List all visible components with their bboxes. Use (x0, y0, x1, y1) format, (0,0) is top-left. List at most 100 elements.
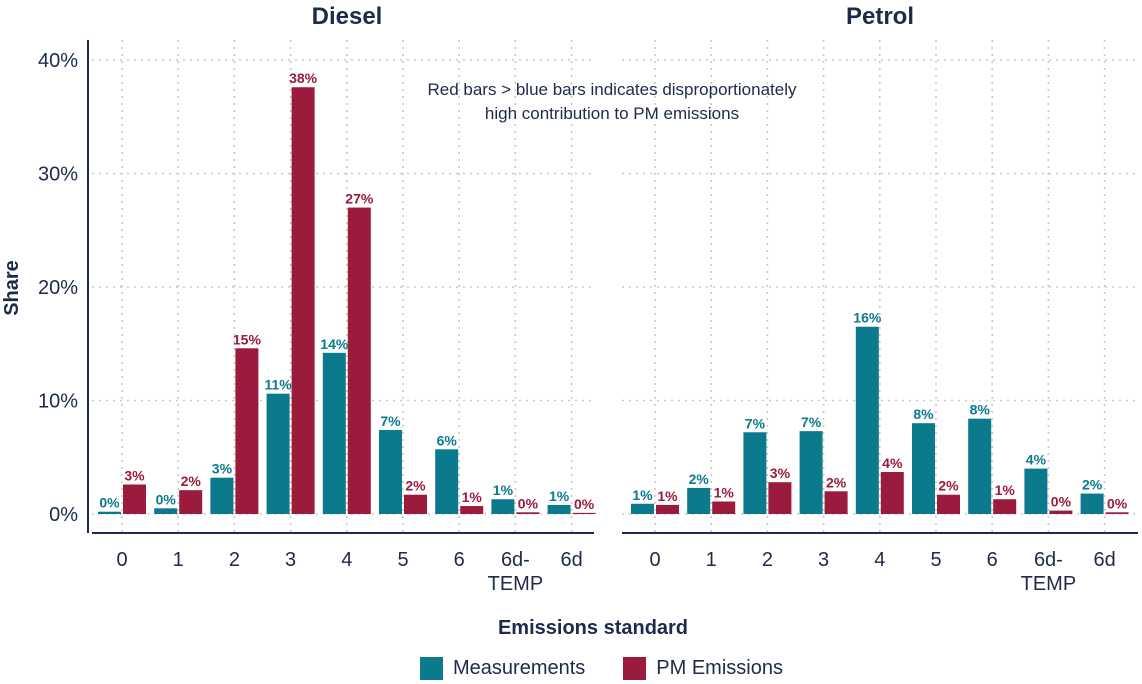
x-tick-label: 0 (116, 549, 127, 571)
data-label: 1% (657, 488, 678, 504)
data-label: 7% (801, 414, 822, 430)
data-label: 2% (405, 478, 426, 494)
bar-diesel-measurements (98, 511, 121, 514)
data-label: 8% (913, 406, 934, 422)
data-label: 2% (181, 473, 202, 489)
bar-diesel-pm-emissions (460, 506, 484, 514)
bar-diesel-measurements (322, 352, 346, 514)
bar-petrol-measurements (799, 431, 823, 514)
y-tick-label: 40% (38, 50, 78, 72)
data-label: 1% (995, 482, 1016, 498)
legend-item-measurements[interactable]: Measurements (420, 656, 586, 680)
bar-diesel-pm-emissions (404, 494, 427, 514)
data-label: 1% (493, 482, 514, 498)
bar-diesel-measurements (547, 504, 571, 514)
bar-diesel-pm-emissions (291, 87, 315, 515)
bar-petrol-pm-emissions (1105, 512, 1129, 514)
bar-petrol-measurements (687, 487, 711, 514)
x-tick-label: 2 (229, 549, 240, 571)
data-label: 1% (462, 489, 483, 505)
bar-diesel-measurements (379, 430, 402, 514)
x-tick-label: 0 (649, 549, 660, 571)
bar-petrol-measurements (968, 418, 992, 514)
data-label: 7% (745, 415, 766, 431)
bar-petrol-pm-emissions (937, 494, 960, 514)
bar-diesel-measurements (154, 508, 178, 514)
data-label: 14% (320, 336, 349, 352)
data-label: 4% (882, 455, 903, 471)
y-tick-label: 10% (38, 391, 78, 413)
x-tick-label: 1 (706, 549, 717, 571)
data-label: 3% (212, 461, 233, 477)
bar-diesel-pm-emissions (347, 207, 371, 515)
y-tick-label: 20% (38, 277, 78, 299)
data-label: 0% (99, 495, 120, 511)
x-tick-label: 6d (560, 549, 582, 571)
bar-petrol-pm-emissions (712, 501, 736, 514)
bar-diesel-pm-emissions (516, 512, 540, 514)
x-tick-label: 1 (173, 549, 184, 571)
bar-diesel-pm-emissions (179, 490, 203, 514)
data-label: 0% (1051, 494, 1072, 510)
legend-swatch-measurements (420, 656, 443, 680)
panel-title-diesel: Diesel (312, 3, 383, 30)
bar-diesel-pm-emissions (123, 484, 146, 514)
x-tick-label: 6d-TEMP (488, 549, 544, 595)
bar-petrol-pm-emissions (993, 499, 1017, 514)
panel-title-petrol: Petrol (846, 3, 914, 30)
x-tick-label: 4 (341, 549, 352, 571)
data-label: 0% (518, 495, 539, 511)
data-label: 2% (826, 474, 847, 490)
data-label: 1% (714, 485, 735, 501)
bar-petrol-measurements (743, 432, 767, 514)
bar-petrol-measurements (1080, 493, 1104, 514)
data-label: 1% (549, 488, 570, 504)
x-axis-title: Emissions standard (498, 617, 688, 639)
legend-label-pm-emissions: PM Emissions (656, 656, 783, 679)
data-label: 27% (345, 191, 374, 207)
bar-diesel-measurements (491, 499, 515, 514)
data-label: 0% (1107, 495, 1128, 511)
bar-petrol-measurements (912, 423, 935, 514)
bar-diesel-pm-emissions (572, 512, 596, 514)
bar-petrol-measurements (855, 326, 879, 514)
data-label: 2% (1082, 477, 1103, 493)
legend-label-measurements: Measurements (453, 656, 586, 679)
y-tick-label: 30% (38, 164, 78, 186)
data-label: 6% (437, 432, 458, 448)
y-tick-label: 0% (49, 504, 78, 526)
data-label: 3% (124, 467, 145, 483)
data-label: 2% (689, 471, 710, 487)
bar-diesel-measurements (266, 393, 290, 514)
bar-petrol-pm-emissions (768, 482, 792, 514)
bar-petrol-pm-emissions (1049, 510, 1073, 514)
data-label: 8% (970, 402, 991, 418)
bar-petrol-measurements (631, 503, 654, 514)
data-label: 0% (574, 496, 595, 512)
legend-item-pm-emissions[interactable]: PM Emissions (623, 656, 783, 680)
x-tick-label: 5 (930, 549, 941, 571)
x-tick-label: 3 (285, 549, 296, 571)
data-label: 4% (1026, 452, 1047, 468)
x-tick-label: 3 (818, 549, 829, 571)
data-label: 16% (853, 310, 882, 326)
x-tick-label: 6d (1093, 549, 1115, 571)
bar-petrol-pm-emissions (880, 472, 904, 514)
bar-petrol-measurements (1024, 468, 1048, 514)
data-label: 15% (233, 331, 262, 347)
x-tick-label: 6 (454, 549, 465, 571)
bar-diesel-pm-emissions (235, 348, 259, 514)
bar-petrol-pm-emissions (656, 504, 679, 514)
data-label: 2% (938, 478, 959, 494)
data-label: 7% (380, 413, 401, 429)
legend-swatch-pm-emissions (623, 656, 647, 680)
data-label: 1% (632, 487, 653, 503)
x-tick-label: 5 (397, 549, 408, 571)
bar-diesel-measurements (435, 449, 459, 514)
x-tick-label: 6 (987, 549, 998, 571)
data-label: 0% (156, 491, 177, 507)
annotation-text: Red bars > blue bars indicates dispropor… (427, 80, 797, 123)
data-label: 11% (264, 377, 292, 393)
bar-diesel-measurements (210, 477, 234, 514)
